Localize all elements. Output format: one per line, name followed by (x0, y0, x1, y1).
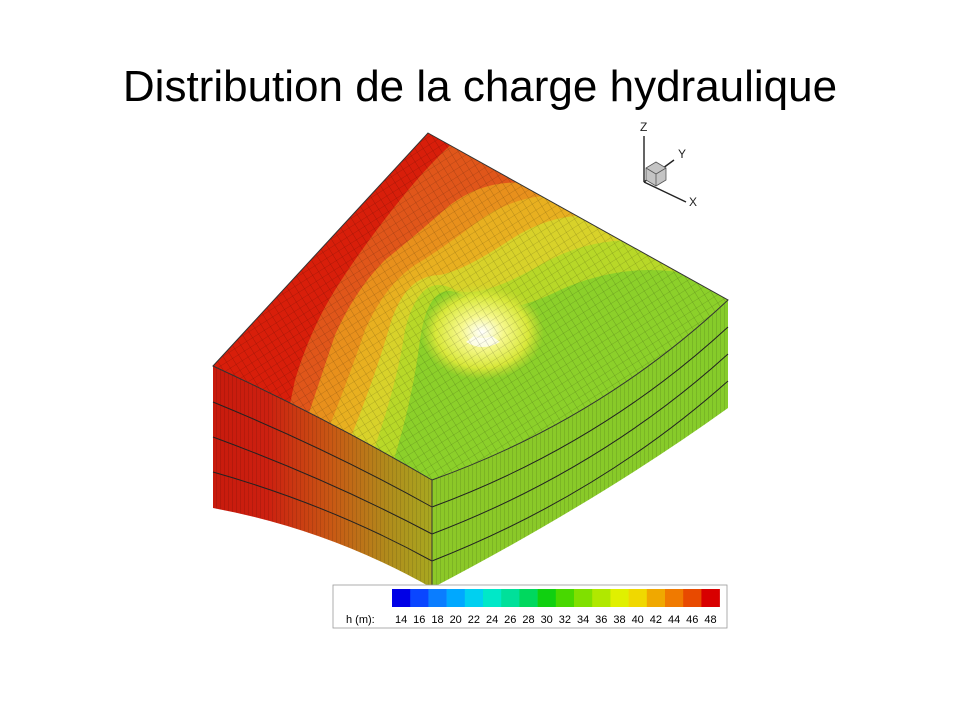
legend-swatch (428, 589, 447, 607)
legend-tick-label: 42 (650, 614, 662, 626)
legend-tick-label: 32 (559, 614, 571, 626)
color-legend: h (m): 14 16 18 20 22 24 26 28 30 32 34 36 38 40 42 44 4… (332, 584, 728, 629)
legend-tick-label: 44 (668, 614, 680, 626)
legend-swatch (592, 589, 611, 607)
slide-title: Distribution de la charge hydraulique (122, 62, 838, 111)
legend-tick-label: 34 (577, 614, 589, 626)
legend-title: h (m): (346, 614, 375, 626)
legend-colorbar (392, 589, 720, 607)
legend-swatch (628, 589, 648, 607)
block-left-face (212, 366, 433, 588)
legend-tick-label: 30 (541, 614, 553, 626)
legend-swatch (519, 589, 538, 607)
z-axis-label: Z (640, 120, 647, 134)
legend-tick-label: 16 (413, 614, 425, 626)
legend-swatch (483, 589, 502, 607)
legend-tick-label: 40 (632, 614, 644, 626)
legend-swatch (610, 589, 629, 607)
legend-tick-label: 14 (395, 614, 407, 626)
x-axis-label: X (689, 195, 697, 209)
legend-tick-label: 26 (504, 614, 516, 626)
legend-tick-label: 22 (468, 614, 480, 626)
legend-swatch (574, 589, 593, 607)
legend-swatch (665, 589, 684, 607)
block-right-face (431, 300, 729, 588)
y-axis-label: Y (678, 147, 686, 161)
legend-swatch (392, 589, 411, 607)
legend-tick-label: 46 (686, 614, 698, 626)
legend-swatch (701, 589, 720, 607)
legend-swatch (555, 589, 575, 607)
legend-tick-labels: 14 16 18 20 22 24 26 28 30 32 34 36 38 40 42 44 46 48 (395, 614, 717, 626)
legend-swatch (683, 589, 702, 607)
legend-tick-label: 24 (486, 614, 498, 626)
legend-swatch (464, 589, 484, 607)
legend-swatch (410, 589, 429, 607)
legend-tick-label: 18 (431, 614, 443, 626)
legend-tick-label: 20 (450, 614, 462, 626)
legend-swatch (501, 589, 520, 607)
legend-tick-label: 38 (613, 614, 625, 626)
legend-tick-label: 48 (704, 614, 716, 626)
legend-swatch (537, 589, 557, 607)
legend-tick-label: 36 (595, 614, 607, 626)
axes-triad: Z Y X (640, 120, 697, 209)
legend-tick-label: 28 (522, 614, 534, 626)
legend-swatch (446, 589, 466, 607)
legend-swatch (646, 589, 666, 607)
